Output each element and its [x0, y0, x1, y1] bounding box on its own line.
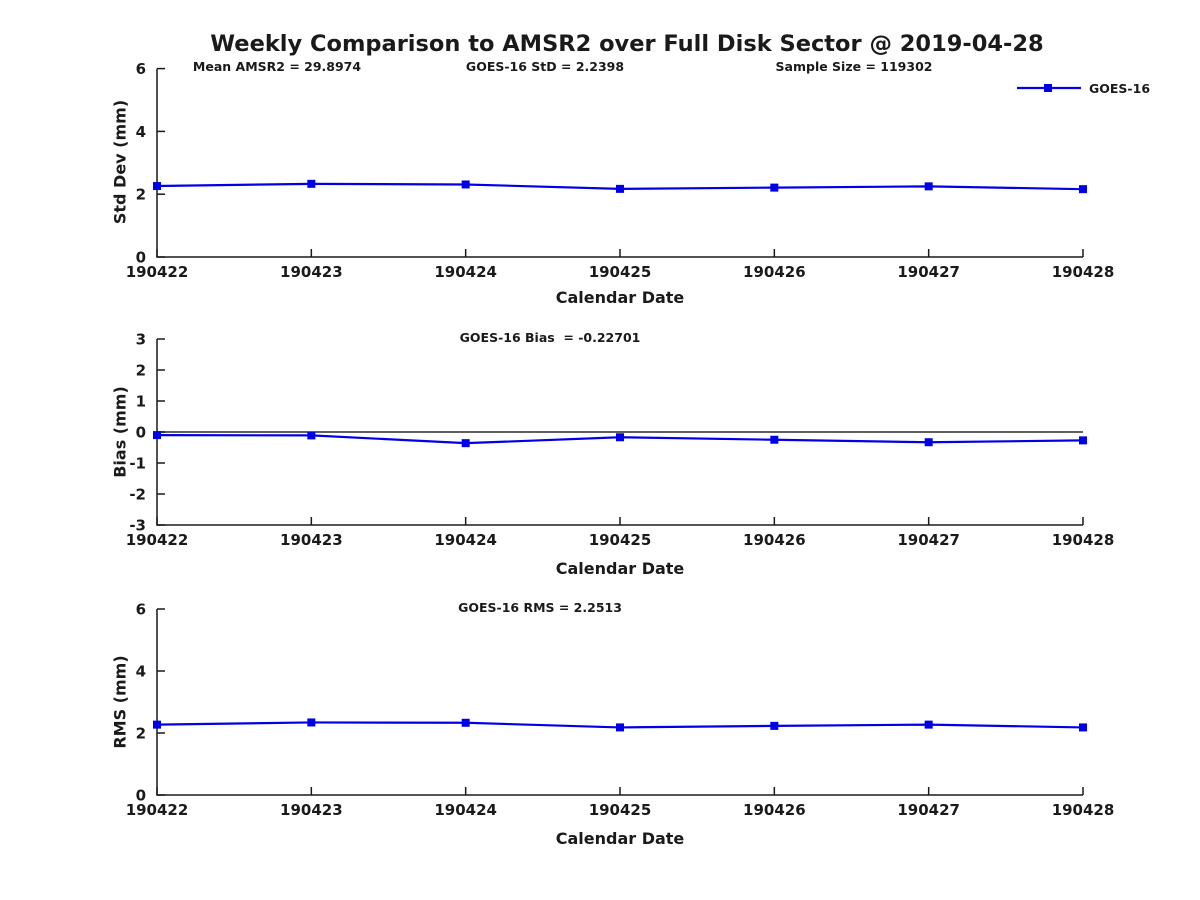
- x-tick-label: 190422: [126, 531, 189, 549]
- y-tick-label: -1: [129, 455, 146, 473]
- data-point-marker: [307, 179, 316, 188]
- annotation-goes16-rms: GOES-16 RMS = 2.2513: [458, 600, 622, 615]
- data-point-marker: [924, 720, 933, 729]
- data-point-marker: [153, 182, 161, 191]
- data-point-marker: [924, 182, 933, 191]
- x-tick-label: 190422: [126, 801, 189, 819]
- y-tick-label: 6: [136, 601, 146, 619]
- legend-line-marker-icon: [1017, 84, 1081, 92]
- data-point-marker: [616, 184, 624, 193]
- std-dev-plot: 0 2 4 6 190422 190423 190424 190425 190426 190427…: [126, 60, 1115, 281]
- y-tick-label: 0: [136, 249, 146, 267]
- figure-title: Weekly Comparison to AMSR2 over Full Dis…: [210, 31, 1044, 57]
- x-tick-label: 190422: [126, 263, 189, 281]
- data-point-marker: [307, 431, 316, 440]
- x-tick-label: 190423: [280, 801, 343, 819]
- data-point-marker: [1079, 723, 1087, 732]
- data-point-marker: [461, 718, 470, 727]
- x-tick-label: 190427: [897, 531, 960, 549]
- x-tick-label: 190427: [897, 801, 960, 819]
- data-point-marker: [307, 718, 316, 727]
- x-tick-label: 190426: [743, 801, 806, 819]
- y-tick-label: 3: [136, 331, 146, 349]
- rms-plot: 0 2 4 6 190422 190423 190424 190425 190426 190427…: [126, 601, 1115, 820]
- y-tick-label: 2: [136, 362, 146, 380]
- data-point-marker: [770, 183, 779, 192]
- x-tick-label: 190424: [434, 801, 497, 819]
- x-tick-label: 190423: [280, 263, 343, 281]
- data-point-marker: [770, 435, 779, 444]
- annotation-mean-amsr2: Mean AMSR2 = 29.8974: [192, 59, 362, 74]
- annotation-goes16-std: GOES-16 StD = 2.2398: [465, 59, 625, 74]
- y-tick-label: 4: [136, 123, 146, 141]
- y-tick-label: 0: [136, 787, 146, 805]
- x-tick-label: 190424: [434, 531, 497, 549]
- y-tick-label: 1: [136, 393, 146, 411]
- legend: GOES-16: [1016, 80, 1150, 96]
- x-tick-label: 190424: [434, 263, 497, 281]
- data-point-marker: [461, 439, 470, 448]
- y-tick-label: 6: [136, 60, 146, 78]
- xlabel-calendar-date-1: Calendar Date: [555, 288, 685, 307]
- data-point-marker: [616, 723, 624, 732]
- data-point-marker: [770, 721, 779, 730]
- data-point-marker: [924, 438, 933, 447]
- data-point-marker: [1079, 185, 1087, 194]
- y-tick-label: 2: [136, 186, 146, 204]
- x-tick-label: 190426: [743, 263, 806, 281]
- data-point-marker: [153, 720, 161, 729]
- xlabel-calendar-date-3: Calendar Date: [555, 829, 685, 848]
- x-tick-label: 190428: [1052, 531, 1115, 549]
- annotation-goes16-bias: GOES-16 Bias = -0.22701: [459, 330, 641, 345]
- data-point-marker: [461, 180, 470, 189]
- y-tick-label: -3: [129, 517, 146, 535]
- x-tick-label: 190426: [743, 531, 806, 549]
- x-tick-label: 190423: [280, 531, 343, 549]
- data-point-marker: [1079, 436, 1087, 445]
- x-tick-label: 190425: [589, 531, 652, 549]
- x-tick-label: 190428: [1052, 263, 1115, 281]
- annotation-sample-size: Sample Size = 119302: [775, 59, 933, 74]
- bias-plot: -3 -2 -1 0 1 2 3 190422 190423 190424 190425 190426…: [126, 331, 1115, 550]
- y-tick-label: -2: [129, 486, 146, 504]
- data-point-marker: [153, 431, 161, 440]
- y-tick-label: 4: [136, 663, 146, 681]
- x-tick-label: 190425: [589, 263, 652, 281]
- y-tick-label: 0: [136, 424, 146, 442]
- x-tick-label: 190425: [589, 801, 652, 819]
- y-tick-label: 2: [136, 725, 146, 743]
- data-point-marker: [616, 433, 624, 442]
- legend-label: GOES-16: [1089, 80, 1151, 96]
- x-tick-label: 190428: [1052, 801, 1115, 819]
- x-tick-label: 190427: [897, 263, 960, 281]
- xlabel-calendar-date-2: Calendar Date: [555, 559, 685, 578]
